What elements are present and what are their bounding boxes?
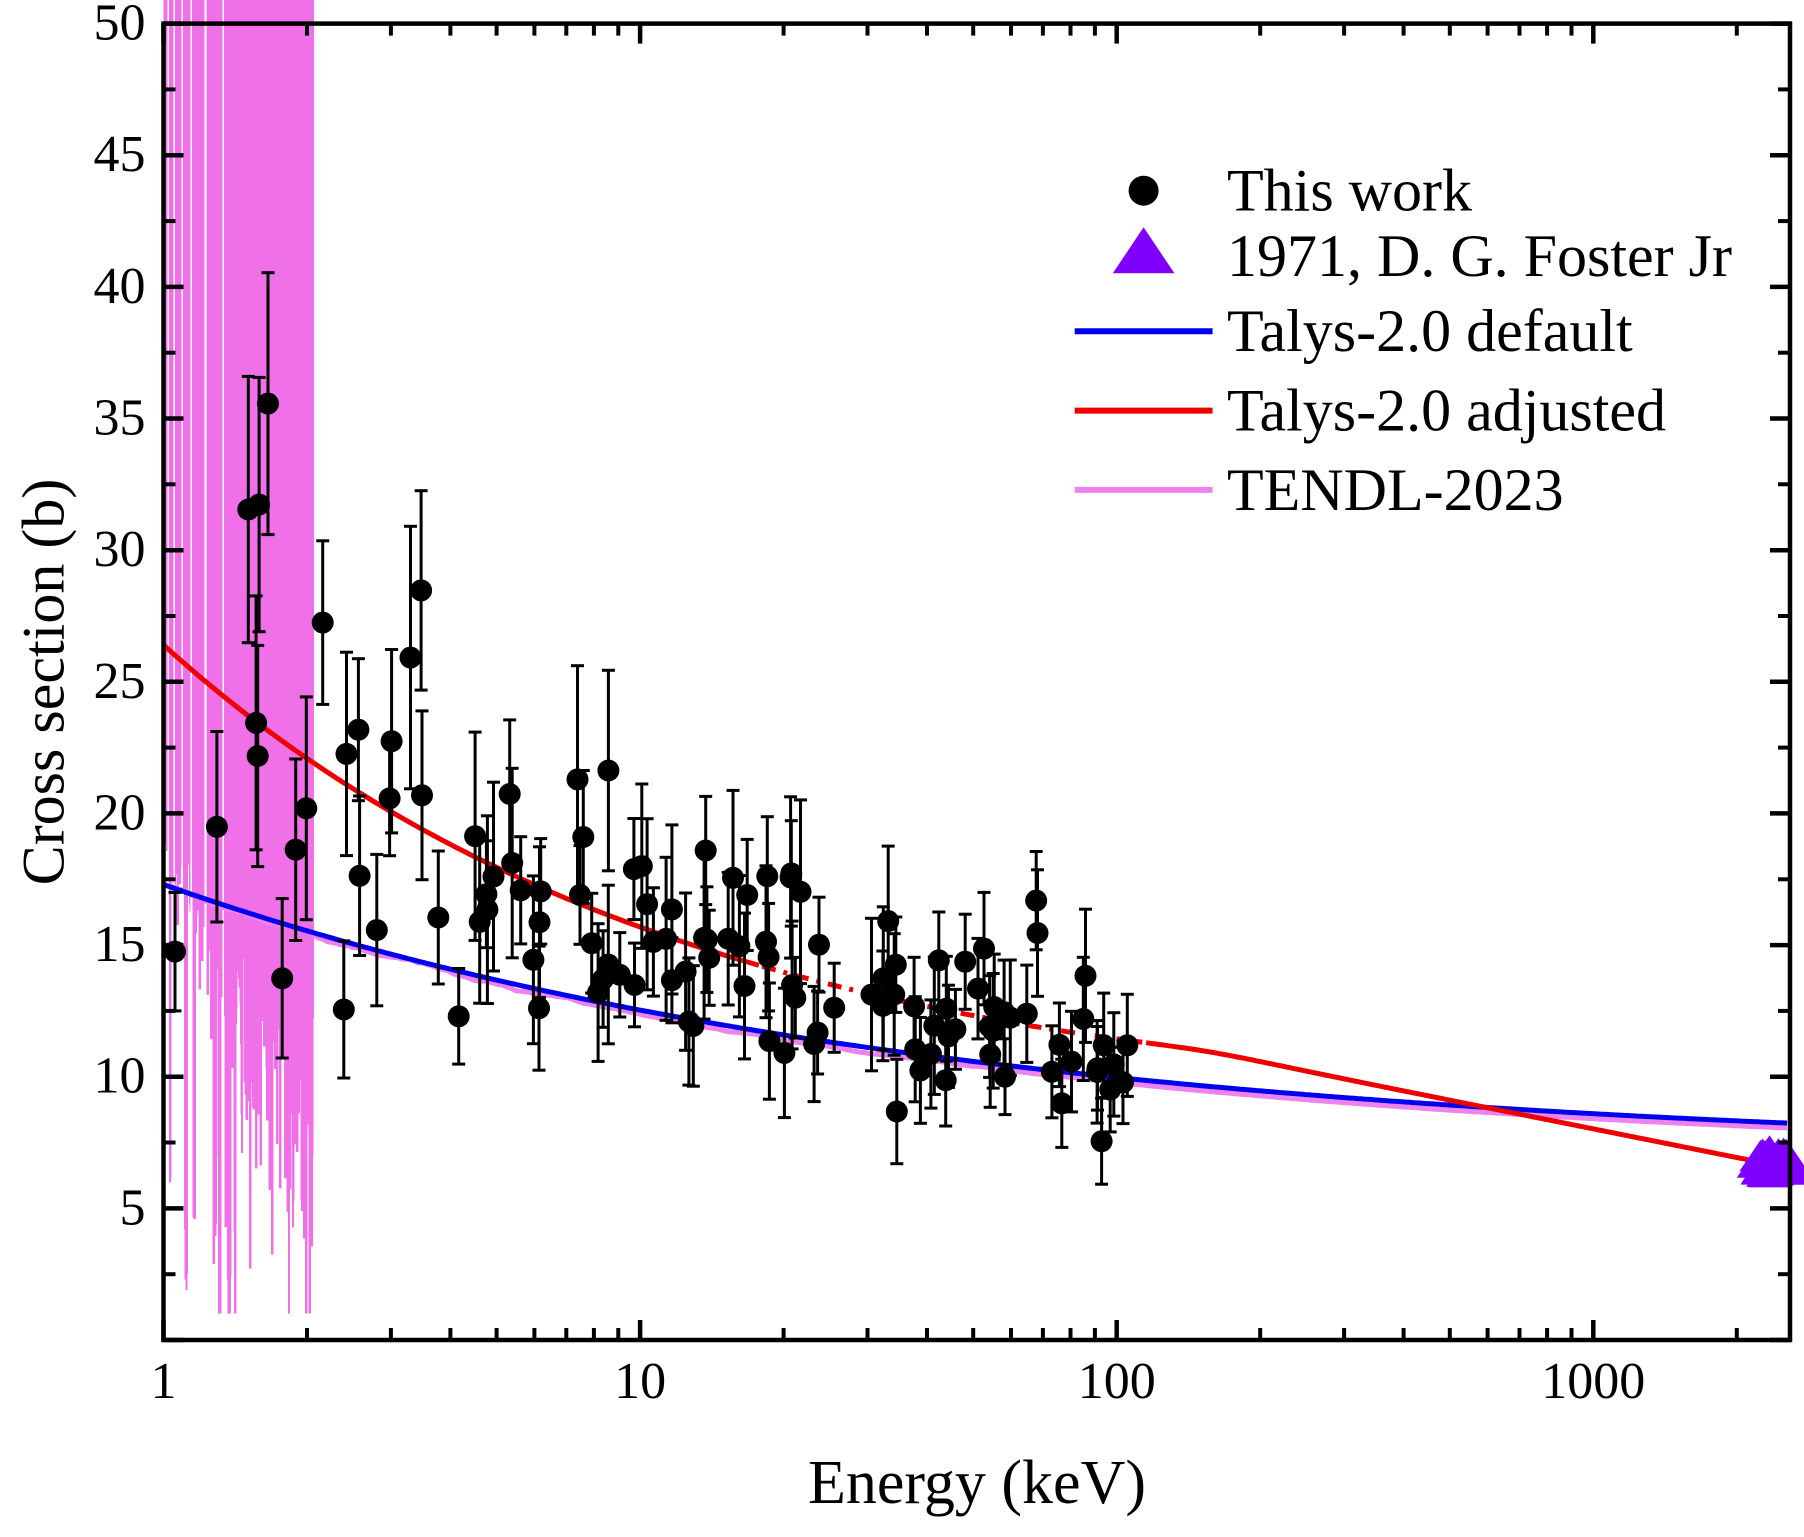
svg-text:TENDL-2023: TENDL-2023 xyxy=(1227,457,1564,523)
svg-text:1: 1 xyxy=(151,1353,177,1410)
svg-text:40: 40 xyxy=(94,258,146,315)
svg-text:1971, D. G. Foster Jr: 1971, D. G. Foster Jr xyxy=(1227,223,1732,289)
svg-text:10: 10 xyxy=(614,1353,666,1410)
svg-text:10: 10 xyxy=(94,1048,146,1105)
svg-text:This work: This work xyxy=(1227,158,1472,224)
svg-text:35: 35 xyxy=(94,390,146,447)
svg-text:20: 20 xyxy=(94,784,146,841)
svg-text:45: 45 xyxy=(94,126,146,183)
svg-text:30: 30 xyxy=(94,521,146,578)
svg-text:25: 25 xyxy=(94,653,146,710)
svg-text:15: 15 xyxy=(94,916,146,973)
svg-text:5: 5 xyxy=(120,1179,146,1236)
svg-text:50: 50 xyxy=(94,0,146,52)
svg-text:Talys-2.0 adjusted: Talys-2.0 adjusted xyxy=(1227,378,1666,444)
svg-text:100: 100 xyxy=(1078,1353,1156,1410)
svg-text:1000: 1000 xyxy=(1541,1353,1645,1410)
svg-text:Talys-2.0 default: Talys-2.0 default xyxy=(1227,298,1633,364)
